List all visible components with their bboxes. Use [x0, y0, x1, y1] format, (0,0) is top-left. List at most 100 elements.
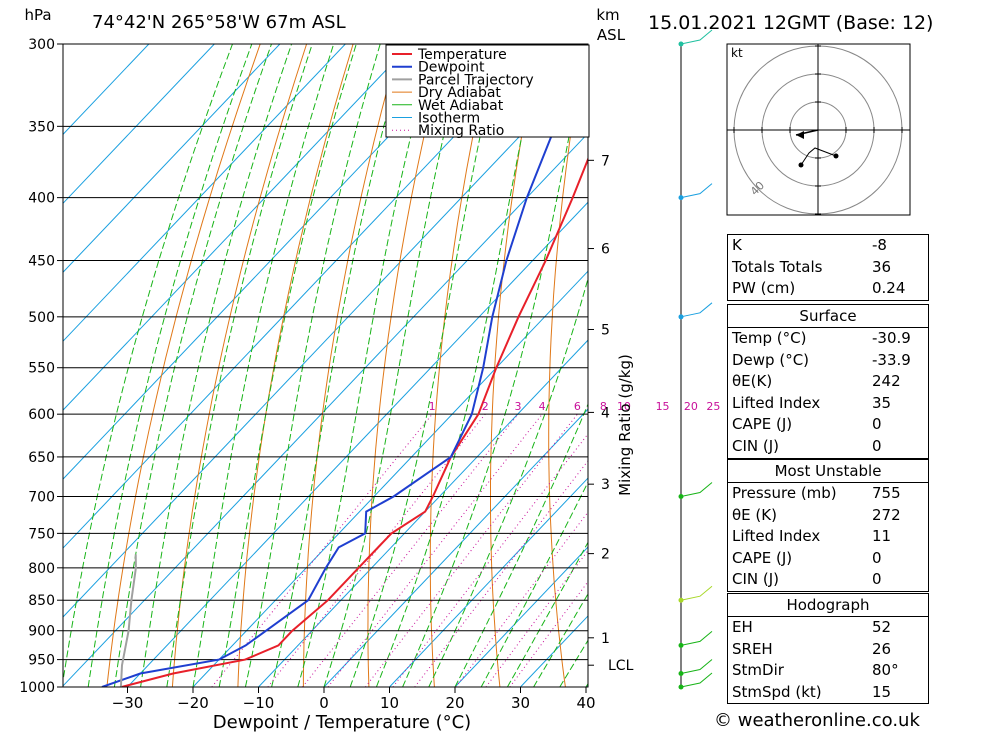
pressure-label-500: 500: [28, 310, 55, 326]
hodograph: kt 40: [726, 43, 911, 216]
legend-label-wet-adiabat: Wet Adiabat: [418, 98, 504, 114]
temp-label--30: −30: [112, 694, 144, 712]
surface-title: Surface: [799, 307, 857, 325]
table-row: CIN (J) 0: [728, 569, 928, 591]
isotherm--10: [258, 339, 588, 687]
temperature-tick-labels: −30 −20 −10 0 10 20 30 40: [112, 687, 596, 712]
km-label-7: 7: [601, 153, 610, 169]
isotherm--20: [192, 270, 588, 687]
row-value: 755: [872, 484, 901, 502]
row-value: 80°: [872, 661, 899, 680]
asl-axis-label: ASL: [597, 26, 626, 44]
mixing-ratio-label-25: 25: [706, 400, 720, 413]
km-label-5: 5: [601, 322, 610, 338]
isotherm--60: [63, 44, 543, 549]
wet-adiabat-16: [428, 276, 588, 687]
hpa-axis-label: hPa: [24, 6, 51, 24]
row-value: -33.9: [872, 350, 911, 369]
mixing-ratio-label-2: 2: [482, 400, 489, 413]
hodograph-unit-label: kt: [731, 46, 743, 60]
wet-adiabat-28: [506, 541, 588, 687]
temp-label-30: 30: [511, 694, 530, 712]
isotherm--100: [63, 44, 281, 273]
pressure-label-550: 550: [28, 361, 55, 377]
location-title: 74°42'N 265°58'W 67m ASL: [92, 12, 346, 33]
row-value: 52: [872, 618, 892, 636]
x-axis-title: Dewpoint / Temperature (°C): [213, 712, 471, 733]
wind-barb-400: [680, 183, 713, 199]
row-label: Temp (°C): [732, 329, 807, 347]
most-unstable-title: Most Unstable: [774, 462, 882, 480]
series-dewpoint: [101, 93, 588, 687]
row-value: 0: [872, 570, 882, 589]
row-value: -30.9: [872, 329, 911, 347]
legend-box: [385, 44, 590, 138]
temp-label-10: 10: [380, 694, 399, 712]
isotherm--80: [63, 44, 412, 411]
wind-barb-1000: [680, 672, 713, 688]
row-value: 35: [872, 393, 892, 412]
wind-barb-700: [680, 482, 713, 498]
row-label: Lifted Index: [732, 393, 821, 412]
hodograph-table: Hodograph EH 52 SREH 26 StmDir 80° StmSpd (kt)…: [727, 593, 929, 705]
row-label: StmSpd (kt): [732, 682, 822, 701]
row-value: -8: [872, 236, 887, 254]
isotherm--40: [63, 132, 588, 687]
dry-adiabat-330: [660, 44, 697, 687]
isotherm--50: [63, 63, 588, 618]
mixing-ratio-3: [302, 413, 519, 687]
table-row: CAPE (J) 0: [728, 548, 928, 570]
hodograph-table-title: Hodograph: [786, 596, 870, 614]
pressure-label-300: 300: [28, 37, 55, 53]
row-value: 0: [872, 436, 882, 455]
legend-label-mixing-ratio: Mixing Ratio: [418, 123, 504, 139]
datetime-title: 15.01.2021 12GMT (Base: 12): [648, 12, 933, 34]
series-parcel-trajectory: [119, 554, 137, 687]
wind-barb-300: [680, 29, 713, 45]
wind-barb-500: [680, 302, 713, 318]
km-label-LCL: LCL: [608, 658, 634, 674]
wind-barbs: [678, 29, 713, 690]
wet-adiabat--8: [271, 44, 407, 687]
pressure-label-650: 650: [28, 450, 55, 466]
wet-adiabat-24: [480, 481, 588, 687]
row-label: Pressure (mb): [732, 484, 837, 502]
series-temperature: [121, 156, 588, 687]
temp-label-0: 0: [319, 694, 329, 712]
wind-barb-850: [680, 585, 713, 601]
isotherm--120: [63, 44, 150, 136]
row-label: CIN (J): [732, 570, 780, 589]
plot-frame: [62, 43, 589, 688]
row-label: Totals Totals: [732, 257, 823, 276]
table-row: StmDir 80°: [728, 660, 928, 682]
row-label: PW (cm): [732, 279, 796, 298]
wet-adiabat-20: [454, 402, 588, 687]
table-row: CAPE (J) 0: [728, 414, 928, 436]
most-unstable-table: Most Unstable Pressure (mb) 755 θE (K) 272 L…: [727, 459, 929, 592]
indices-table: K -8 Totals Totals 36 PW (cm) 0.24: [727, 234, 929, 301]
isotherm--110: [63, 44, 215, 205]
mixing-ratio-axis-title: Mixing Ratio (g/kg): [616, 354, 634, 496]
mixing-ratio-label-10: 10: [617, 400, 631, 413]
hodograph-start-point: [833, 153, 839, 159]
storm-motion-arrowhead: [796, 131, 804, 139]
mixing-ratio-4: [327, 413, 543, 687]
row-label: θE(K): [732, 372, 773, 391]
legend-label-isotherm: Isotherm: [418, 111, 480, 127]
wet-adiabat-0: [323, 44, 466, 687]
table-row: Pressure (mb) 755: [728, 482, 928, 505]
pressure-label-900: 900: [28, 624, 55, 640]
row-label: EH: [732, 618, 753, 636]
footer-credit[interactable]: © weatheronline.co.uk: [714, 710, 920, 731]
table-row: θE(K) 242: [728, 371, 928, 393]
wet-adiabat-32: [533, 592, 588, 687]
wind-barb-925: [680, 630, 713, 646]
row-value: 26: [872, 639, 892, 658]
legend-label-temperature: Temperature: [417, 47, 507, 63]
mixing-ratio-8: [392, 433, 588, 687]
legend-label-parcel-trajectory: Parcel Trajectory: [418, 72, 534, 88]
mixing-ratio-10: [414, 459, 588, 687]
wet-adiabat--32: [113, 44, 272, 687]
row-label: SREH: [732, 639, 773, 658]
